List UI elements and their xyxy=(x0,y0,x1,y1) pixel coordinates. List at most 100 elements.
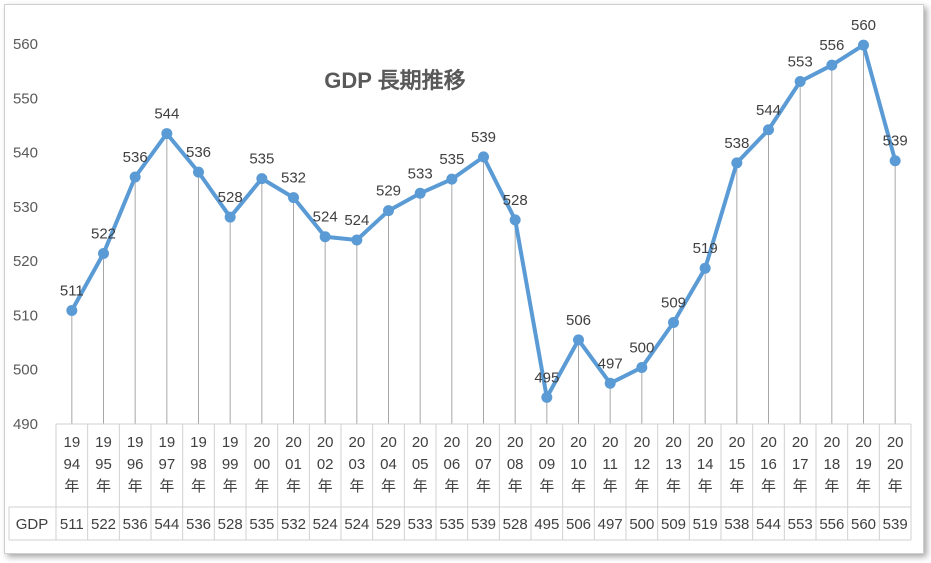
x-category-label: 年 xyxy=(603,478,618,495)
data-label: 538 xyxy=(724,135,749,152)
x-category-label: 20 xyxy=(348,434,365,451)
data-point-marker xyxy=(256,173,268,185)
x-category-label: 年 xyxy=(349,478,364,495)
data-label: 556 xyxy=(819,37,844,54)
x-category-label: 16 xyxy=(760,456,777,473)
x-category-label: 年 xyxy=(191,478,206,495)
x-category-label: 20 xyxy=(665,434,682,451)
x-category-label: 年 xyxy=(159,478,174,495)
data-label: 511 xyxy=(60,283,84,300)
x-category-label: 年 xyxy=(254,478,269,495)
data-label: 528 xyxy=(503,192,528,209)
data-point-marker xyxy=(224,211,236,223)
data-point-marker xyxy=(889,155,901,167)
data-point-marker xyxy=(98,248,109,260)
x-category-label: 20 xyxy=(475,434,492,451)
x-category-label: 年 xyxy=(381,478,396,495)
x-category-label: 年 xyxy=(888,478,903,495)
x-category-label: 19 xyxy=(95,434,112,451)
y-tick-label: 540 xyxy=(13,145,38,162)
table-value-cell: 535 xyxy=(439,516,464,533)
x-category-label: 14 xyxy=(697,456,714,473)
table-value-cell: 539 xyxy=(471,516,496,533)
x-category-label: 19 xyxy=(222,434,239,451)
y-tick-label: 520 xyxy=(13,253,38,270)
x-category-label: 20 xyxy=(728,434,745,451)
table-value-cell: 524 xyxy=(344,516,369,533)
x-category-label: 年 xyxy=(286,478,301,495)
table-value-cell: 535 xyxy=(249,516,274,533)
data-point-marker xyxy=(129,171,141,183)
x-category-label: 10 xyxy=(570,456,587,473)
x-category-label: 年 xyxy=(793,478,808,495)
x-category-label: 年 xyxy=(413,478,428,495)
x-category-label: 02 xyxy=(317,456,334,473)
x-category-label: 06 xyxy=(443,456,460,473)
y-tick-label: 550 xyxy=(13,90,38,107)
x-category-label: 04 xyxy=(380,456,397,473)
table-value-cell: 533 xyxy=(408,516,433,533)
table-value-cell: 536 xyxy=(123,516,148,533)
table-value-cell: 536 xyxy=(186,516,211,533)
x-category-label: 12 xyxy=(633,456,650,473)
x-category-label: 20 xyxy=(570,434,587,451)
y-tick-label: 510 xyxy=(13,307,38,324)
x-category-label: 20 xyxy=(443,434,460,451)
x-category-label: 年 xyxy=(761,478,776,495)
x-category-label: 年 xyxy=(128,478,143,495)
x-category-label: 20 xyxy=(855,434,872,451)
x-category-label: 03 xyxy=(348,456,365,473)
data-point-marker xyxy=(573,334,584,346)
x-category-label: 年 xyxy=(571,478,586,495)
data-point-marker xyxy=(446,173,458,185)
table-value-cell: 522 xyxy=(91,516,116,533)
x-category-label: 17 xyxy=(792,456,809,473)
x-category-label: 20 xyxy=(317,434,334,451)
x-category-label: 09 xyxy=(538,456,555,473)
x-category-label: 20 xyxy=(887,456,904,473)
x-category-label: 年 xyxy=(444,478,459,495)
data-point-marker xyxy=(763,124,774,136)
data-point-marker xyxy=(383,205,394,217)
data-label: 535 xyxy=(249,151,274,168)
x-category-label: 20 xyxy=(760,434,777,451)
data-label: 524 xyxy=(344,212,369,229)
data-label: 509 xyxy=(661,294,686,311)
x-category-label: 20 xyxy=(285,434,302,451)
table-value-cell: 553 xyxy=(788,516,813,533)
table-value-cell: 500 xyxy=(629,516,654,533)
x-category-label: 13 xyxy=(665,456,682,473)
x-category-label: 07 xyxy=(475,456,492,473)
x-category-label: 年 xyxy=(318,478,333,495)
data-label: 497 xyxy=(598,355,623,372)
data-point-marker xyxy=(509,214,521,226)
chart-title: GDP 長期推移 xyxy=(324,68,465,93)
x-category-label: 05 xyxy=(412,456,429,473)
data-point-marker xyxy=(351,234,363,246)
x-category-label: 19 xyxy=(855,456,872,473)
data-point-marker xyxy=(604,377,616,389)
data-point-marker xyxy=(794,75,806,87)
data-label: 529 xyxy=(376,183,401,200)
x-category-label: 年 xyxy=(666,478,681,495)
x-category-label: 01 xyxy=(285,456,302,473)
chart-frame xyxy=(4,4,924,554)
data-label: 495 xyxy=(534,369,559,386)
data-point-marker xyxy=(731,157,743,169)
data-point-marker xyxy=(699,262,711,274)
y-tick-label: 560 xyxy=(13,36,38,53)
data-point-marker xyxy=(478,151,489,163)
x-category-label: 20 xyxy=(538,434,555,451)
y-tick-label: 530 xyxy=(13,199,38,216)
data-label: 506 xyxy=(566,312,591,329)
x-category-label: 年 xyxy=(223,478,238,495)
table-value-cell: 544 xyxy=(154,516,179,533)
x-category-label: 97 xyxy=(158,456,175,473)
data-label: 544 xyxy=(154,106,179,123)
data-label: 533 xyxy=(408,165,433,182)
x-category-label: 15 xyxy=(728,456,745,473)
x-category-label: 20 xyxy=(253,434,270,451)
x-category-label: 年 xyxy=(856,478,871,495)
x-category-label: 98 xyxy=(190,456,207,473)
